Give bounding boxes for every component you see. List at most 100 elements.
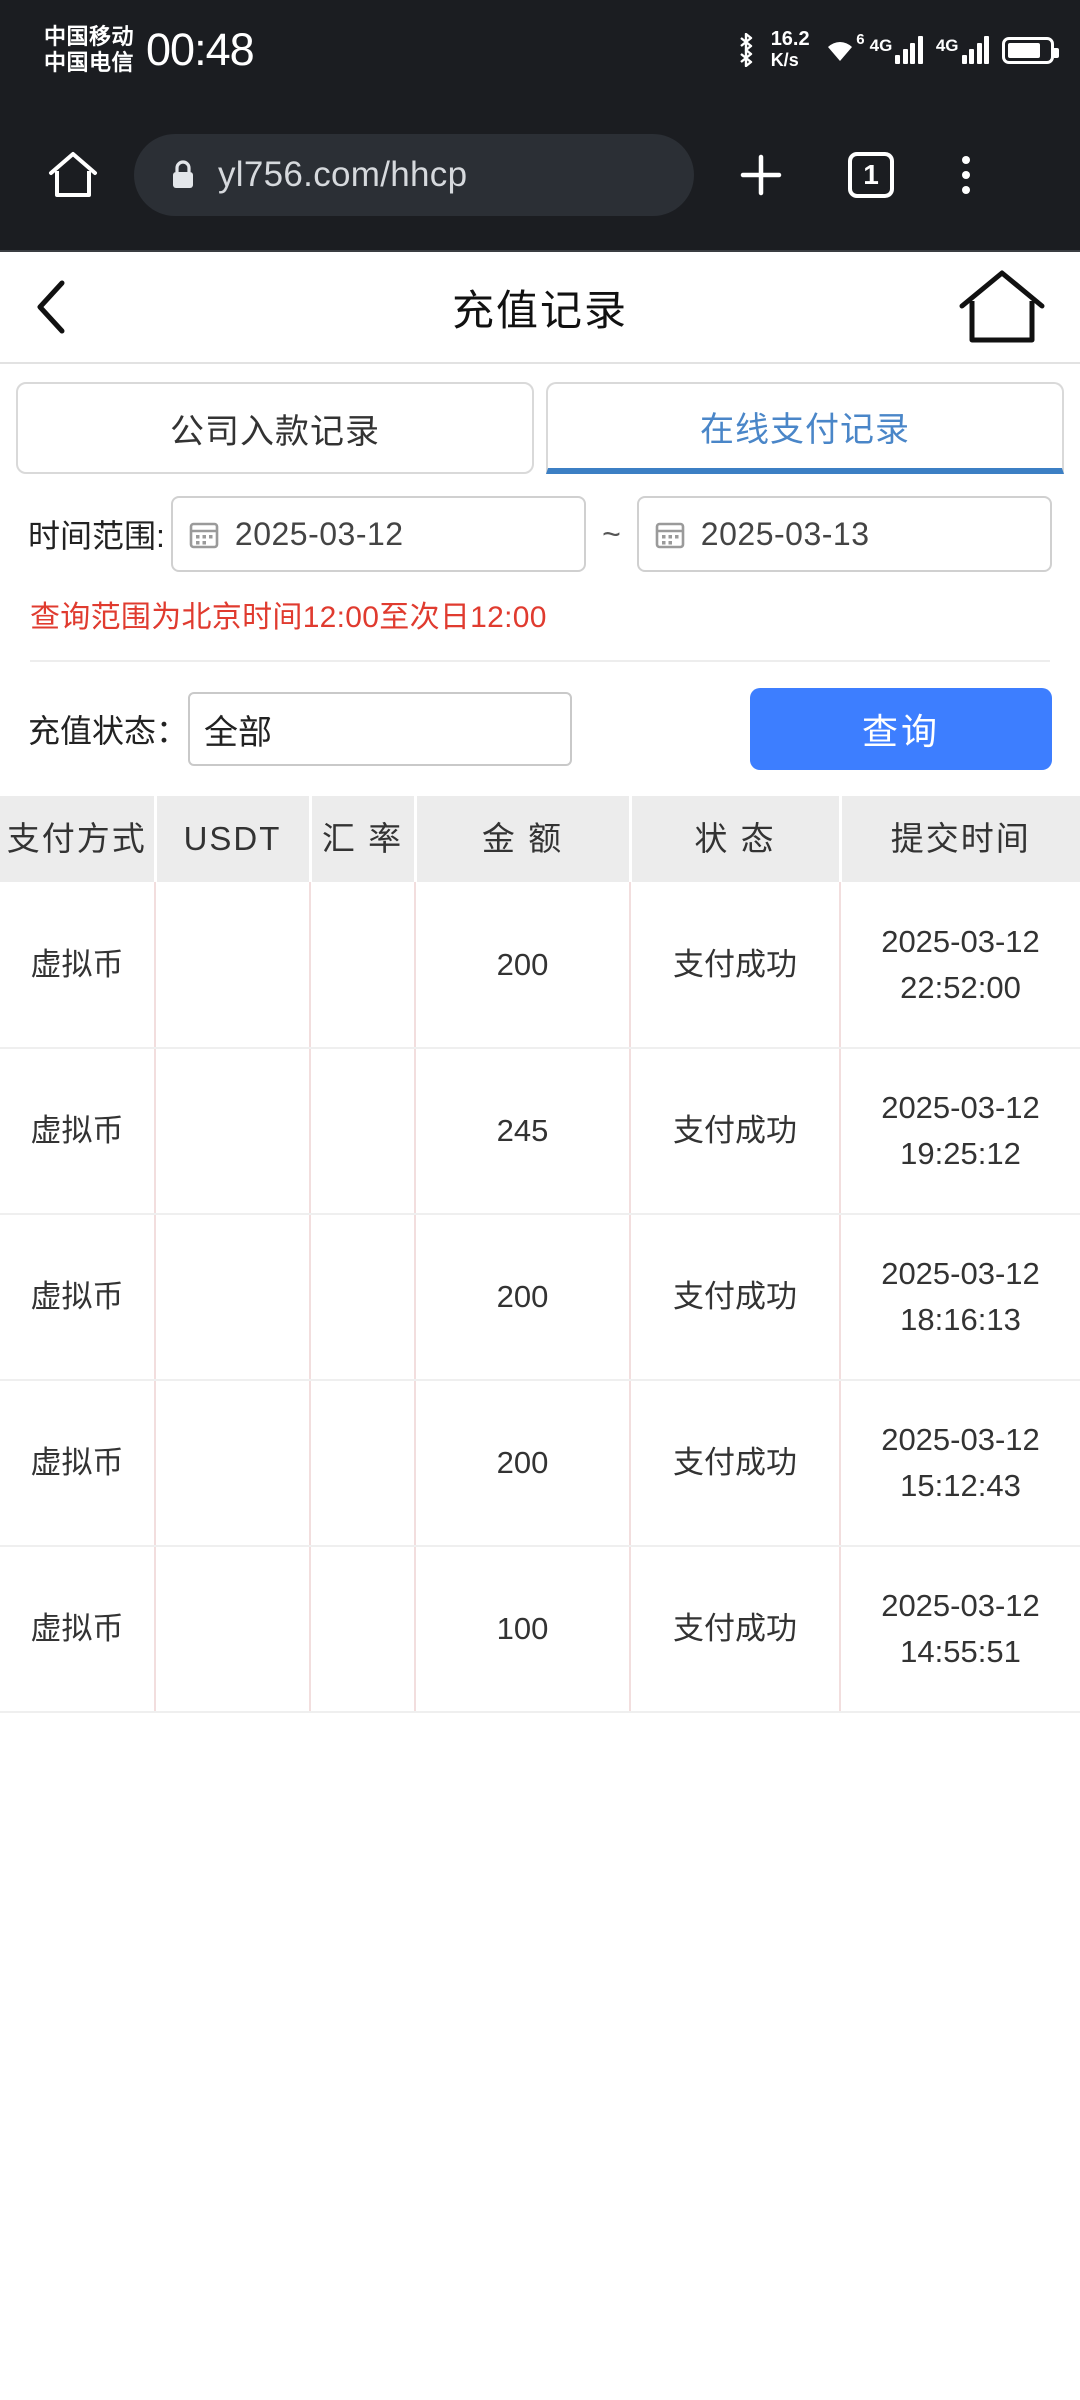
cell-payment-method: 虚拟币 [0, 1048, 156, 1215]
filter-divider [30, 660, 1050, 662]
sim2-network-label: 4G [935, 36, 959, 55]
cell-usdt [155, 882, 311, 1049]
cell-submit-time: 2025-03-12 15:12:43 [840, 1380, 1080, 1547]
status-bar: 中国移动 中国电信 00:48 16.2 K/s 6 4G 4G [0, 0, 1080, 100]
header-usdt: USDT [155, 796, 312, 882]
table-row[interactable]: 虚拟币 200 支付成功 2025-03-12 15:12:43 [0, 1380, 1080, 1547]
overflow-menu-icon [962, 156, 970, 194]
network-speed: 16.2 K/s [771, 29, 810, 71]
browser-toolbar: yl756.com/hhcp 1 [0, 100, 1080, 252]
cell-payment-method: 虚拟币 [0, 1214, 156, 1381]
page-header: 充值记录 [0, 252, 1080, 364]
status-filter-row: 充值状态： 全部 查询 [14, 662, 1066, 796]
bluetooth-icon [739, 33, 752, 67]
cell-submit-time: 2025-03-12 19:25:12 [840, 1048, 1080, 1215]
wifi-generation-label: 6 [856, 31, 865, 48]
plus-icon [740, 154, 782, 196]
header-status: 状 态 [630, 796, 842, 882]
cell-status: 支付成功 [630, 1546, 841, 1713]
cell-amount: 245 [415, 1048, 631, 1215]
cell-submit-time: 2025-03-12 14:55:51 [840, 1546, 1080, 1713]
url-text: yl756.com/hhcp [218, 155, 468, 194]
new-tab-button[interactable] [706, 149, 816, 201]
cell-submit-time: 2025-03-12 22:52:00 [840, 882, 1080, 1049]
cell-usdt [155, 1214, 311, 1381]
header-submit-time: 提交时间 [840, 796, 1080, 882]
status-clock: 00:48 [146, 24, 255, 75]
table-row[interactable]: 虚拟币 245 支付成功 2025-03-12 19:25:12 [0, 1048, 1080, 1215]
back-button[interactable] [32, 278, 92, 336]
calendar-icon [189, 522, 219, 549]
header-exchange-rate: 汇 率 [310, 796, 417, 882]
calendar-icon [655, 522, 685, 549]
table-header-row: 支付方式 USDT 汇 率 金 额 状 态 提交时间 [0, 796, 1080, 882]
table-row[interactable]: 虚拟币 200 支付成功 2025-03-12 18:16:13 [0, 1214, 1080, 1381]
date-range-label: 时间范围: [28, 518, 165, 554]
sim2-signal-bars [961, 36, 989, 64]
cell-status: 支付成功 [630, 882, 841, 1049]
recharge-status-label: 充值状态： [28, 713, 189, 749]
cell-payment-method: 虚拟币 [0, 1546, 156, 1713]
cell-amount: 200 [415, 882, 631, 1049]
tab-company-deposit[interactable]: 公司入款记录 [16, 382, 534, 474]
cell-submit-time: 2025-03-12 18:16:13 [840, 1214, 1080, 1381]
recharge-records-table: 支付方式 USDT 汇 率 金 额 状 态 提交时间 虚拟币 200 支付成功 … [0, 796, 1080, 1713]
cell-amount: 200 [415, 1214, 631, 1381]
date-range-separator: ~ [602, 515, 621, 552]
battery-icon [1002, 36, 1059, 64]
sim2-signal: 4G [936, 36, 989, 64]
sim1-signal-bars [895, 36, 923, 64]
cell-exchange-rate [310, 1214, 416, 1381]
cell-exchange-rate [310, 1048, 416, 1215]
sim1-signal: 4G [870, 36, 923, 64]
record-type-tabs: 公司入款记录 在线支付记录 [0, 364, 1080, 474]
home-icon [959, 270, 1045, 343]
cell-usdt [155, 1380, 311, 1547]
cell-exchange-rate [310, 1380, 416, 1547]
carrier-line-1: 中国移动 [44, 24, 135, 49]
recharge-status-select[interactable]: 全部 [188, 692, 573, 766]
cell-payment-method: 虚拟币 [0, 1380, 156, 1547]
lock-icon [173, 160, 193, 188]
carrier-line-2: 中国电信 [44, 50, 135, 75]
network-speed-unit: K/s [770, 50, 799, 70]
cell-status: 支付成功 [630, 1048, 841, 1215]
table-body: 虚拟币 200 支付成功 2025-03-12 22:52:00 虚拟币 245… [0, 882, 1080, 1713]
date-start-value: 2025-03-12 [234, 515, 404, 552]
date-range-row: 时间范围: 2025-03-12 ~ [14, 474, 1066, 572]
cell-usdt [155, 1048, 311, 1215]
cell-amount: 200 [415, 1380, 631, 1547]
cell-exchange-rate [310, 882, 416, 1049]
filter-section: 时间范围: 2025-03-12 ~ [0, 474, 1080, 796]
header-payment-method: 支付方式 [0, 796, 157, 882]
table-row[interactable]: 虚拟币 200 支付成功 2025-03-12 22:52:00 [0, 882, 1080, 1049]
date-end-input[interactable]: 2025-03-13 [636, 496, 1052, 572]
tab-switcher-button[interactable]: 1 [816, 152, 926, 198]
wifi-icon [827, 42, 852, 61]
url-bar[interactable]: yl756.com/hhcp [134, 134, 694, 216]
status-icons: 16.2 K/s 6 4G 4G [734, 29, 1059, 71]
sim1-network-label: 4G [869, 36, 893, 55]
carrier-names: 中国移动 中国电信 [44, 24, 134, 76]
cell-payment-method: 虚拟币 [0, 882, 156, 1049]
cell-usdt [155, 1546, 311, 1713]
wifi-group: 6 [823, 31, 865, 65]
cell-status: 支付成功 [630, 1214, 841, 1381]
browser-home-button[interactable] [30, 149, 116, 201]
query-button[interactable]: 查询 [750, 688, 1052, 770]
cell-exchange-rate [310, 1546, 416, 1713]
network-speed-value: 16.2 [770, 28, 810, 50]
home-icon [49, 152, 97, 197]
date-end-value: 2025-03-13 [700, 515, 870, 552]
tab-count: 1 [848, 152, 894, 198]
table-row[interactable]: 虚拟币 100 支付成功 2025-03-12 14:55:51 [0, 1546, 1080, 1713]
cell-status: 支付成功 [630, 1380, 841, 1547]
tab-online-payment[interactable]: 在线支付记录 [546, 382, 1064, 474]
cell-amount: 100 [415, 1546, 631, 1713]
page-home-button[interactable] [956, 268, 1048, 346]
date-start-input[interactable]: 2025-03-12 [170, 496, 587, 572]
browser-menu-button[interactable] [926, 156, 1006, 194]
page-title: 充值记录 [451, 286, 628, 334]
chevron-left-icon [37, 280, 65, 334]
query-range-warning: 查询范围为北京时间12:00至次日12:00 [30, 601, 547, 634]
